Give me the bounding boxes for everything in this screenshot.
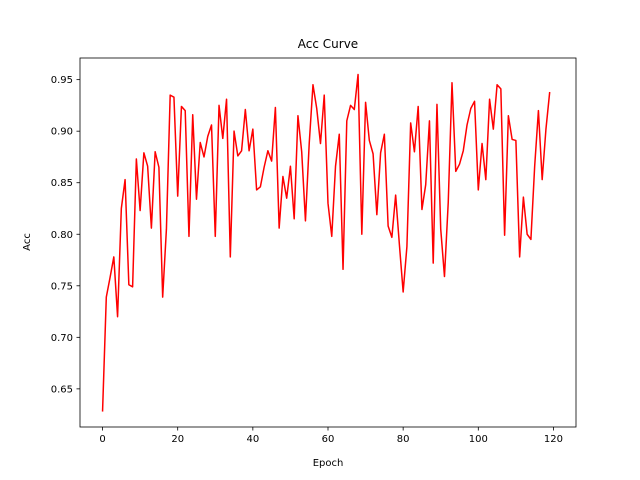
x-tick-label: 20 <box>171 434 184 445</box>
series-line-0 <box>101 73 551 412</box>
x-axis-label: Epoch <box>313 458 344 469</box>
axes: 0 20 40 60 80 100 120 0.65 0.70 0.75 0.80 0.85 0.90 0… <box>51 57 577 445</box>
y-tick-label: 0.75 <box>51 281 73 292</box>
y-tick-label: 0.80 <box>51 230 73 241</box>
x-tick-label: 120 <box>544 434 563 445</box>
y-tick-label: 0.65 <box>51 384 73 395</box>
x-tick-label: 100 <box>469 434 488 445</box>
y-axis-label: Acc <box>22 233 33 251</box>
y-tick-label: 0.90 <box>51 127 73 138</box>
y-tick-label: 0.85 <box>51 178 73 189</box>
plot-area <box>101 73 551 412</box>
x-tick-label: 80 <box>397 434 410 445</box>
chart-title: Acc Curve <box>298 37 358 51</box>
y-tick-label: 0.95 <box>51 75 73 86</box>
x-tick-label: 40 <box>246 434 259 445</box>
x-tick-label: 60 <box>322 434 335 445</box>
y-tick-label: 0.70 <box>51 333 73 344</box>
x-tick-label: 0 <box>99 434 105 445</box>
